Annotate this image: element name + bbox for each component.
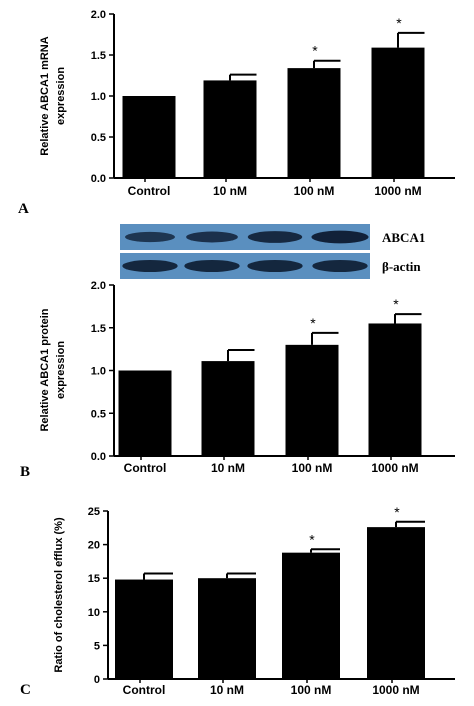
significance-marker: *	[396, 15, 402, 31]
panel-label: B	[20, 464, 30, 480]
y-tick-label: 5	[94, 640, 100, 652]
blot-band	[184, 259, 240, 273]
category-label: 100 nM	[294, 184, 335, 198]
bar	[371, 47, 425, 179]
bar	[282, 552, 340, 679]
blot-band	[247, 231, 303, 243]
blot-row-label: β-actin	[382, 259, 421, 274]
y-tick-label: 0	[94, 674, 100, 686]
category-label: 1000 nM	[374, 184, 421, 198]
y-tick-label: 1.0	[91, 366, 106, 378]
panel-a-chart: 0.0 0.5 1.0 1.5 2.0 Control 10 nM * 100 nM * 1000 …	[18, 9, 455, 217]
bar	[287, 68, 341, 178]
y-tick-label: 20	[88, 540, 100, 552]
y-tick-label: 10	[88, 607, 100, 619]
category-label: 100 nM	[292, 461, 333, 475]
blot-band	[247, 259, 303, 273]
bar	[118, 370, 172, 456]
panel-b-chart: 0.0 0.5 1.0 1.5 2.0 Control 10 nM * 100 nM * 1000 …	[20, 280, 455, 480]
blot-row-label: ABCA1	[382, 230, 425, 245]
category-label: 10 nM	[211, 461, 245, 475]
y-axis-label: expression	[55, 341, 67, 399]
y-tick-label: 0.5	[91, 408, 106, 420]
significance-marker: *	[310, 315, 316, 331]
panel-c-chart: 0 5 10 15 20 25 Control 10 nM * 100 nM * 1000 nM Rat…	[20, 504, 455, 698]
y-tick-label: 1.5	[91, 323, 106, 335]
significance-marker: *	[312, 43, 318, 59]
category-label: Control	[124, 461, 167, 475]
bar	[203, 80, 257, 178]
bar	[285, 344, 339, 456]
western-blot: ABCA1 β-actin	[120, 224, 425, 279]
y-axis-label: Ratio of cholesterol efflux (%)	[53, 517, 65, 673]
bar	[201, 361, 255, 456]
category-label: Control	[128, 184, 171, 198]
y-tick-label: 1.5	[91, 50, 106, 62]
bar	[367, 527, 425, 679]
bar	[122, 96, 176, 178]
category-label: 1000 nM	[371, 461, 418, 475]
y-tick-label: 0.0	[91, 451, 106, 463]
blot-band	[311, 230, 369, 244]
category-label: 1000 nM	[372, 683, 419, 697]
category-label: Control	[123, 683, 166, 697]
y-axis-label: Relative ABCA1 protein	[39, 308, 51, 431]
y-tick-label: 0.0	[91, 173, 106, 185]
y-axis-label: Relative ABCA1 mRNA	[39, 36, 51, 155]
y-tick-label: 2.0	[91, 9, 106, 21]
bar	[368, 323, 422, 456]
bar	[198, 578, 256, 679]
category-label: 10 nM	[213, 184, 247, 198]
y-tick-label: 25	[88, 506, 100, 518]
category-label: 10 nM	[210, 683, 244, 697]
bar	[115, 579, 173, 679]
category-label: 100 nM	[291, 683, 332, 697]
y-tick-label: 15	[88, 573, 100, 585]
y-tick-label: 1.0	[91, 91, 106, 103]
panel-label: A	[18, 201, 29, 217]
y-axis-label: expression	[55, 67, 67, 125]
y-tick-label: 2.0	[91, 280, 106, 292]
blot-band	[122, 259, 178, 273]
blot-band	[312, 259, 368, 273]
blot-band	[125, 231, 175, 243]
significance-marker: *	[393, 296, 399, 312]
panel-label: C	[20, 682, 31, 698]
blot-band	[186, 231, 238, 243]
significance-marker: *	[394, 504, 400, 520]
significance-marker: *	[309, 531, 315, 547]
y-tick-label: 0.5	[91, 132, 106, 144]
